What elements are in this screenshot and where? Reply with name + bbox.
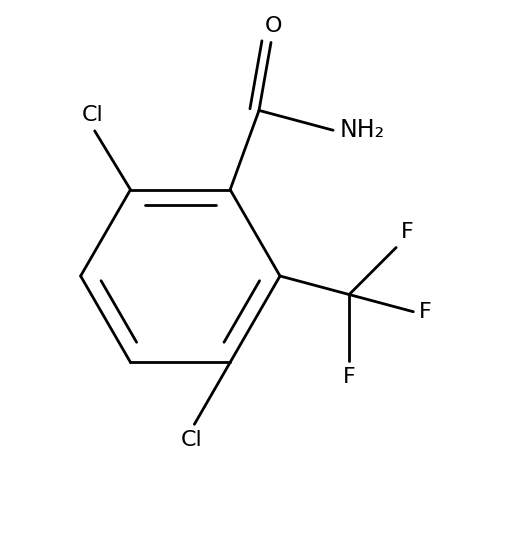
Text: Cl: Cl <box>181 431 203 450</box>
Text: F: F <box>401 222 414 242</box>
Text: F: F <box>418 302 431 322</box>
Text: Cl: Cl <box>81 105 103 125</box>
Text: NH₂: NH₂ <box>339 118 384 142</box>
Text: F: F <box>343 367 356 387</box>
Text: O: O <box>265 17 282 36</box>
